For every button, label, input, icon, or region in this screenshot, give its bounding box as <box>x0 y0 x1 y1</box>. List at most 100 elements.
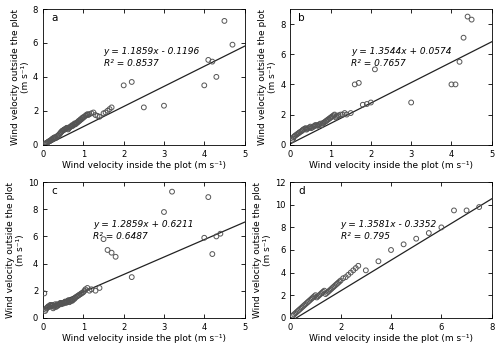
Point <box>323 290 331 296</box>
Point <box>82 113 90 119</box>
Point <box>60 127 68 132</box>
Point <box>296 306 304 312</box>
Point <box>400 242 407 247</box>
Point <box>47 137 55 143</box>
Point <box>53 302 61 307</box>
Point <box>351 82 359 87</box>
Point <box>68 297 76 303</box>
Point <box>70 121 78 127</box>
X-axis label: Wind velocity inside the plot (m s⁻¹): Wind velocity inside the plot (m s⁻¹) <box>62 161 226 170</box>
Point <box>328 114 336 120</box>
Point <box>294 131 302 136</box>
Point <box>52 135 60 141</box>
Point <box>318 121 326 126</box>
Point <box>330 112 338 117</box>
Point <box>290 134 298 140</box>
Point <box>68 123 76 129</box>
Point <box>53 133 61 139</box>
Y-axis label: Wind velocity outside the plot
(m s⁻¹): Wind velocity outside the plot (m s⁻¹) <box>252 182 272 318</box>
Point <box>100 236 108 242</box>
Point <box>306 124 314 129</box>
Point <box>55 132 63 137</box>
Point <box>342 112 350 117</box>
X-axis label: Wind velocity inside the plot (m s⁻¹): Wind velocity inside the plot (m s⁻¹) <box>309 334 473 343</box>
Point <box>52 304 60 309</box>
Point <box>46 303 54 309</box>
Point <box>363 101 371 107</box>
Point <box>100 111 108 116</box>
Point <box>66 124 74 130</box>
Point <box>228 42 236 47</box>
Point <box>329 284 337 290</box>
Point <box>57 302 65 307</box>
Point <box>204 57 212 63</box>
Point <box>64 298 72 304</box>
Point <box>468 17 475 22</box>
Point <box>78 117 86 122</box>
Point <box>306 125 314 130</box>
Point <box>57 129 65 135</box>
Point <box>324 289 332 295</box>
Point <box>291 133 299 139</box>
Point <box>92 288 100 294</box>
Point <box>212 233 220 239</box>
Point <box>320 288 328 294</box>
Point <box>288 138 296 143</box>
Point <box>72 120 80 125</box>
Point <box>120 83 128 88</box>
Point <box>296 129 304 135</box>
Point <box>326 288 334 294</box>
Point <box>51 302 59 307</box>
Point <box>475 204 483 210</box>
Point <box>78 291 86 296</box>
Point <box>293 131 301 137</box>
Point <box>299 304 307 309</box>
Point <box>346 270 354 275</box>
Point <box>48 304 56 309</box>
Point <box>295 130 303 135</box>
Point <box>56 130 64 136</box>
Point <box>106 106 114 112</box>
Point <box>326 115 334 120</box>
Point <box>58 128 66 134</box>
Point <box>54 133 62 139</box>
Point <box>312 295 320 300</box>
Point <box>52 304 60 310</box>
Point <box>452 82 460 87</box>
Point <box>302 125 310 131</box>
Point <box>448 82 456 87</box>
Point <box>51 134 59 140</box>
Point <box>128 79 136 85</box>
Point <box>312 122 320 128</box>
Point <box>66 298 74 304</box>
Point <box>300 303 308 308</box>
Point <box>76 117 84 123</box>
Point <box>41 141 49 147</box>
Point <box>355 80 363 86</box>
Point <box>208 251 216 257</box>
Point <box>310 124 318 129</box>
Point <box>298 128 306 134</box>
Point <box>306 297 314 303</box>
Point <box>47 303 55 309</box>
Point <box>74 120 82 125</box>
Point <box>76 292 84 298</box>
Point <box>76 118 84 124</box>
Point <box>318 122 326 128</box>
Point <box>62 126 70 131</box>
Point <box>336 279 344 284</box>
Point <box>302 127 310 132</box>
Point <box>312 122 320 128</box>
Point <box>334 112 342 118</box>
Point <box>346 110 354 116</box>
Text: y = 1.3581x - 0.3352
R² = 0.795: y = 1.3581x - 0.3352 R² = 0.795 <box>340 220 437 241</box>
Point <box>46 138 54 143</box>
Point <box>96 114 104 119</box>
Point <box>60 127 68 133</box>
Point <box>292 311 300 316</box>
Point <box>367 100 375 105</box>
Point <box>314 294 322 299</box>
Point <box>58 128 66 134</box>
Point <box>78 290 86 296</box>
Point <box>90 110 98 115</box>
